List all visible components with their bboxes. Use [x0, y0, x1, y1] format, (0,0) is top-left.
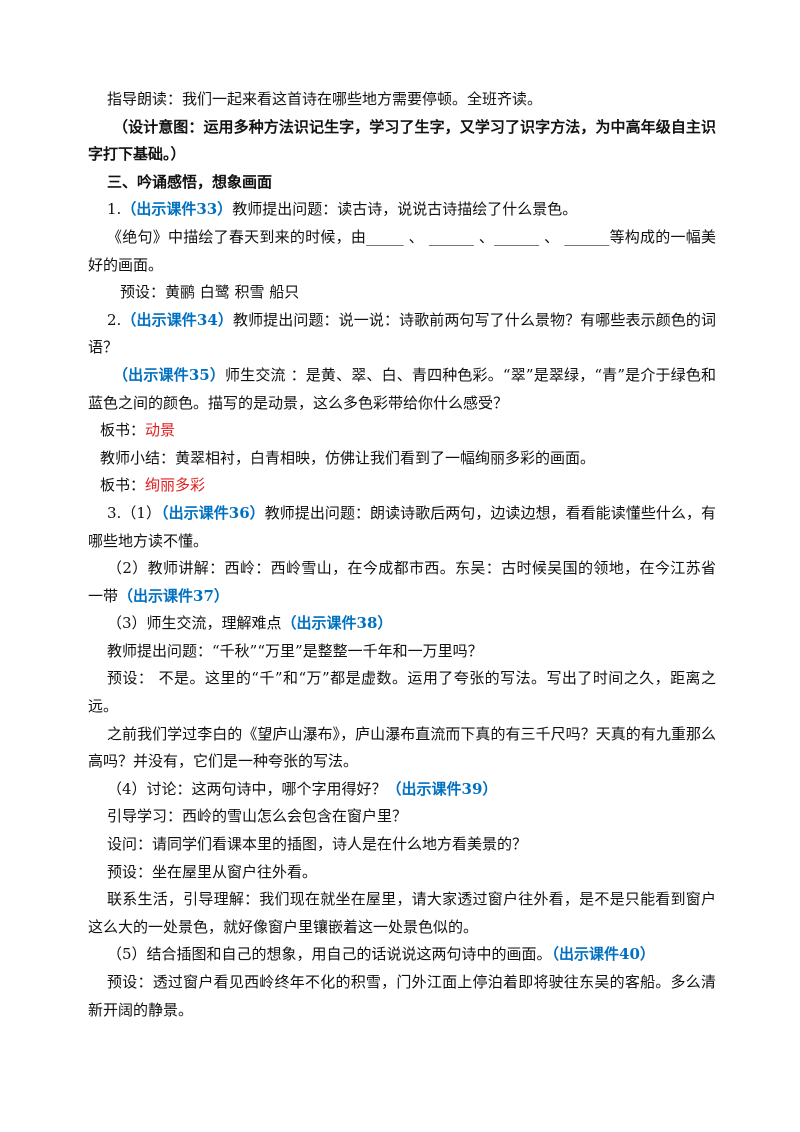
paragraph: （设计意图：运用多种方法识记生字，学习了生字，又学习了识字方法，为中高年级自主识… — [88, 114, 716, 169]
board-text: 绚丽多彩 — [145, 476, 206, 495]
courseware-ref: （出示课件37） — [118, 586, 229, 605]
paragraph: 联系生活，引导理解：我们现在就坐在屋里，请大家透过窗户往外看，是不是只能看到窗户… — [88, 886, 716, 941]
paragraph: （出示课件35）师生交流 ：是黄、翠、白、青四种色彩。“翠”是翠绿，“青”是介于… — [88, 362, 716, 417]
paragraph: （3）师生交流，理解难点（出示课件38） — [88, 610, 716, 638]
courseware-ref: （出示课件36） — [161, 503, 265, 522]
text: 教师提出问题：朗读诗歌后两句，边读边想，看看能读懂些什么，有哪些地方读不懂。 — [88, 503, 716, 550]
text: 设问：请同学们看课本里的插图，诗人是在什么地方看美景的？ — [107, 835, 528, 854]
paragraph: （4）讨论：这两句诗中，哪个字用得好？（出示课件39） — [88, 776, 716, 804]
courseware-ref: （出示课件35） — [113, 365, 226, 384]
text: 板书： — [100, 476, 146, 495]
text: 教师提出问题：说一说：诗歌前两句写了什么景物？有哪些表示颜色的词语？ — [88, 310, 716, 357]
paragraph: 之前我们学过李白的《望庐山瀑布》，庐山瀑布直流而下真的有三千尺吗？天真的有九重那… — [88, 721, 716, 776]
paragraph: 《绝句》中描绘了春天到来的时候，由_____ 、 ______ 、______ … — [88, 224, 716, 279]
paragraph: 2.（出示课件34）教师提出问题：说一说：诗歌前两句写了什么景物？有哪些表示颜色… — [88, 307, 716, 362]
courseware-ref: （出示课件38） — [281, 614, 393, 633]
text: 板书： — [100, 421, 146, 440]
text: 教师提出问题：读古诗，说说古诗描绘了什么景色。 — [232, 200, 578, 219]
text: 预设： 不是。这里的“千”和“万”都是虚数。运用了夸张的写法。写出了时间之久，距… — [88, 669, 716, 716]
board-text: 动景 — [145, 421, 176, 440]
text: （5）结合插图和自己的想象，用自己的话说说这两句诗中的画面。 — [107, 945, 552, 964]
paragraph: （5）结合插图和自己的想象，用自己的话说说这两句诗中的画面。（出示课件40） — [88, 941, 716, 969]
text: 联系生活，引导理解：我们现在就坐在屋里，请大家透过窗户往外看，是不是只能看到窗户… — [88, 890, 716, 936]
text: 1. — [107, 200, 122, 219]
text: 预设：透过窗户看见西岭终年不化的积雪，门外江面上停泊着即将驶往东吴的客船。多么清… — [88, 973, 716, 1019]
paragraph: 预设： 不是。这里的“千”和“万”都是虚数。运用了夸张的写法。写出了时间之久，距… — [88, 665, 716, 720]
content: 指导朗读：我们一起来看这首诗在哪些地方需要停顿。全班齐读。 （设计意图：运用多种… — [88, 86, 716, 1024]
paragraph: 1.（出示课件33）教师提出问题：读古诗，说说古诗描绘了什么景色。 — [88, 196, 716, 224]
courseware-ref: （出示课件33） — [121, 200, 233, 219]
paragraph: 板书：绚丽多彩 — [88, 472, 716, 500]
text: 三、吟诵感悟，想象画面 — [107, 172, 273, 191]
text: 引导学习：西岭的雪山怎么会包含在窗户里？ — [107, 807, 408, 826]
text: 《绝句》中描绘了春天到来的时候，由_____ 、 ______ 、______ … — [88, 227, 716, 274]
text: 指导朗读：我们一起来看这首诗在哪些地方需要停顿。全班齐读。 — [107, 90, 543, 108]
text: （4）讨论：这两句诗中，哪个字用得好？ — [107, 779, 387, 798]
text: 预设：坐在屋里从窗户往外看。 — [107, 862, 318, 881]
text: 教师小结：黄翠相衬，白青相映，仿佛让我们看到了一幅绚丽多彩的画面。 — [100, 448, 596, 467]
section-heading: 三、吟诵感悟，想象画面 — [88, 169, 716, 197]
paragraph: 指导朗读：我们一起来看这首诗在哪些地方需要停顿。全班齐读。 — [88, 86, 716, 114]
text: （2）教师讲解：西岭：西岭雪山，在今成都市西。东吴：古时候吴国的领地，在今江苏省… — [88, 559, 716, 605]
paragraph: 引导学习：西岭的雪山怎么会包含在窗户里？ — [88, 803, 716, 831]
paragraph: 教师小结：黄翠相衬，白青相映，仿佛让我们看到了一幅绚丽多彩的画面。 — [88, 445, 716, 473]
paragraph: 设问：请同学们看课本里的插图，诗人是在什么地方看美景的？ — [88, 831, 716, 859]
paragraph: （2）教师讲解：西岭：西岭雪山，在今成都市西。东吴：古时候吴国的领地，在今江苏省… — [88, 555, 716, 610]
courseware-ref: （出示课件34） — [121, 310, 233, 329]
text: 运用多种方法识记生字，学习了生字，又学习了识字方法，为中高年级自主识字打下基础。… — [88, 117, 716, 164]
courseware-ref: （出示课件39） — [386, 779, 498, 798]
paragraph: 3.（1）（出示课件36）教师提出问题：朗读诗歌后两句，边读边想，看看能读懂些什… — [88, 500, 716, 555]
text: （3）师生交流，理解难点 — [107, 614, 282, 633]
text: 之前我们学过李白的《望庐山瀑布》，庐山瀑布直流而下真的有三千尺吗？天真的有九重那… — [88, 724, 716, 771]
text: 教师提出问题：“千秋”“万里”是整整一千年和一万里吗？ — [107, 641, 483, 660]
paragraph: 预设：坐在屋里从窗户往外看。 — [88, 859, 716, 887]
paragraph: 板书：动景 — [88, 417, 716, 445]
paragraph: 教师提出问题：“千秋”“万里”是整整一千年和一万里吗？ — [88, 638, 716, 666]
text: 2. — [107, 310, 122, 329]
courseware-ref: （出示课件40） — [551, 945, 655, 964]
text: 3.（1） — [107, 503, 162, 522]
design-label: 设计意图： — [128, 117, 204, 136]
paragraph: 预设：透过窗户看见西岭终年不化的积雪，门外江面上停泊着即将驶往东吴的客船。多么清… — [88, 969, 716, 1024]
text: 师生交流 ：是黄、翠、白、青四种色彩。“翠”是翠绿，“青”是介于绿色和蓝色之间的… — [88, 365, 716, 412]
text: 预设：黄鹂 白鹭 积雪 船只 — [120, 283, 300, 302]
text: （ — [113, 117, 129, 136]
paragraph: 预设：黄鹂 白鹭 积雪 船只 — [88, 279, 716, 307]
